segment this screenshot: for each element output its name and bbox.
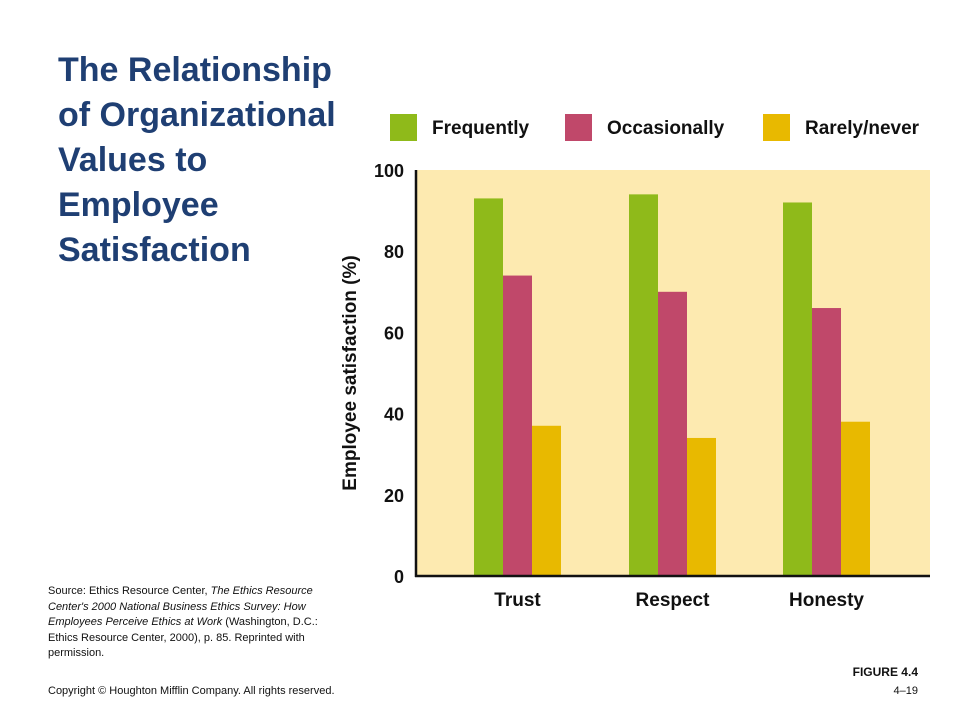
copyright-notice: Copyright © Houghton Mifflin Company. Al… (48, 685, 335, 697)
title-line: Satisfaction (58, 231, 251, 269)
title-line: Values to (58, 141, 208, 179)
source-note: Source: Ethics Resource Center, The Ethi… (48, 584, 333, 662)
legend-label-rarely-never: Rarely/never (805, 118, 920, 139)
x-tick-label-respect: Respect (636, 590, 711, 611)
bar-occasionally-honesty (812, 308, 841, 576)
y-tick-label: 60 (384, 323, 404, 343)
legend-swatch-frequently (390, 114, 417, 141)
x-tick-label-trust: Trust (494, 590, 541, 611)
source-prefix: Source: Ethics Resource Center, (48, 585, 211, 597)
page-number: 4–19 (893, 685, 918, 697)
bar-rarely-never-respect (687, 437, 716, 576)
y-tick-label: 0 (394, 567, 404, 587)
bar-frequently-respect (629, 194, 658, 577)
title-line: The Relationship (58, 51, 332, 89)
bar-rarely-never-honesty (841, 421, 870, 576)
legend-label-frequently: Frequently (432, 118, 530, 139)
legend-swatch-occasionally (565, 114, 592, 141)
bar-frequently-honesty (783, 202, 812, 577)
x-tick-label-honesty: Honesty (789, 590, 864, 611)
bar-frequently-trust (474, 198, 503, 577)
bars-layer (474, 194, 870, 577)
y-axis-label: Employee satisfaction (%) (340, 255, 361, 490)
source-suffix: (Washington, D.C.: Ethics Resource Cente… (48, 616, 318, 659)
y-tick-label: 40 (384, 405, 404, 425)
y-tick-label: 20 (384, 486, 404, 506)
title-line: Employee (58, 186, 219, 224)
bar-occasionally-respect (658, 291, 687, 576)
figure-label: FIGURE 4.4 (852, 665, 918, 679)
bar-rarely-never-trust (532, 425, 561, 576)
axes-layer (414, 170, 930, 578)
chart-legend: Frequently Occasionally Rarely/never (390, 114, 920, 141)
tick-labels: 0 20 40 60 80 100 Trust Respect Honesty (374, 161, 864, 611)
y-tick-label: 80 (384, 242, 404, 262)
source-title: The Ethics Resource Center's 2000 Nation… (48, 585, 313, 628)
legend-label-occasionally: Occasionally (607, 118, 725, 139)
legend-swatch-rarely-never (763, 114, 790, 141)
title-line: of Organizational (58, 96, 336, 134)
bar-occasionally-trust (503, 275, 532, 576)
slide-title: The Relationship of Organizational Value… (58, 48, 368, 273)
y-tick-label: 100 (374, 161, 404, 181)
